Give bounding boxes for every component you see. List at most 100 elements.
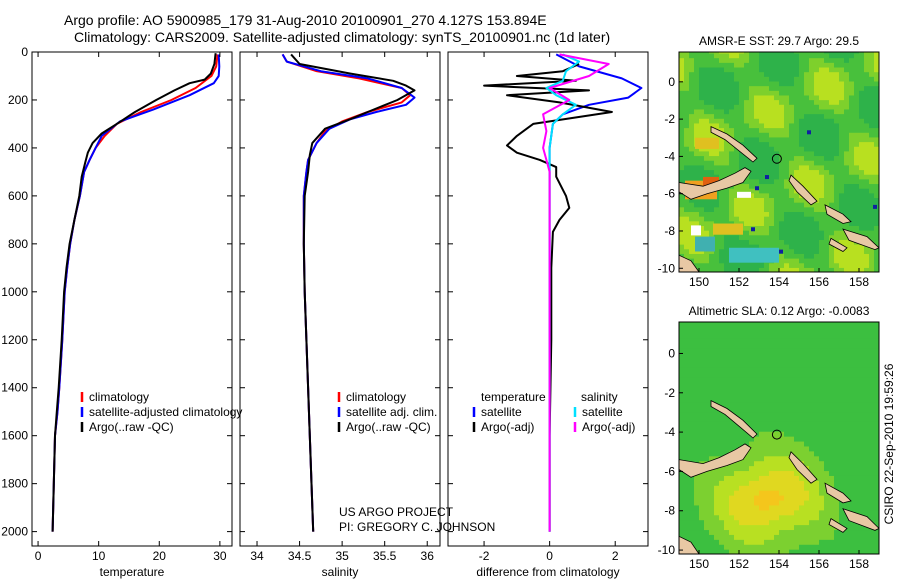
- map-cell: [849, 188, 855, 194]
- map-cell: [864, 169, 870, 175]
- map-cell: [679, 113, 685, 119]
- map-cell: [769, 445, 775, 452]
- map-cell: [739, 76, 745, 82]
- map-cell: [844, 440, 850, 447]
- map-cell: [744, 216, 750, 222]
- map-cell: [779, 192, 785, 199]
- map-cell: [819, 367, 825, 373]
- map-cell: [829, 150, 835, 157]
- map-cell: [874, 94, 879, 101]
- map-cell: [784, 220, 790, 226]
- map-cell: [684, 160, 690, 166]
- map-cell: [754, 94, 760, 101]
- map-cell: [799, 401, 805, 408]
- map-cell: [679, 411, 685, 417]
- map-cell: [679, 141, 685, 147]
- map-cell: [814, 357, 820, 363]
- map-cell: [859, 499, 865, 506]
- map-cell: [819, 192, 825, 199]
- map-cell: [699, 411, 705, 417]
- map-cell: [769, 431, 775, 437]
- map-cell: [759, 327, 765, 334]
- map-cell: [869, 436, 875, 442]
- map-cell: [739, 411, 745, 417]
- map-cell: [719, 499, 725, 506]
- map-cell: [689, 132, 695, 138]
- map-cell: [819, 377, 825, 383]
- map-cell: [844, 118, 850, 124]
- map-cell: [714, 352, 720, 358]
- map-cell: [724, 155, 730, 161]
- map-cell: [869, 401, 875, 408]
- map-cell: [859, 174, 865, 180]
- map-cell: [874, 230, 879, 236]
- map-cell: [844, 455, 850, 462]
- legend-entry: Argo(-adj): [582, 420, 635, 434]
- map-cell: [694, 544, 700, 550]
- map-cell: [729, 66, 735, 73]
- map-cell: [694, 372, 700, 378]
- map-cell: [704, 485, 710, 491]
- map-cell: [769, 225, 775, 231]
- map-cell: [794, 480, 800, 486]
- map-cell: [689, 239, 695, 245]
- map-cell: [834, 367, 840, 373]
- map-cell: [844, 99, 850, 105]
- map-cell: [699, 445, 705, 452]
- map-cell: [774, 71, 780, 77]
- map-cell: [734, 239, 740, 245]
- map-cell: [699, 76, 705, 82]
- map-cell: [764, 141, 770, 147]
- map-cell: [809, 455, 815, 462]
- map-cell: [859, 52, 865, 59]
- map-cell: [704, 57, 710, 63]
- map-cell: [834, 220, 840, 226]
- map-cell: [824, 230, 830, 236]
- map-cell: [859, 544, 865, 550]
- map-cell: [739, 262, 745, 268]
- map-cell: [744, 514, 750, 521]
- map-cell: [749, 206, 755, 213]
- map-cell: [814, 450, 820, 457]
- map-cell: [839, 127, 845, 133]
- map-cell: [829, 71, 835, 77]
- map-cell: [684, 230, 690, 236]
- map-cell: [844, 160, 850, 166]
- map-cell: [734, 495, 740, 501]
- map-cell: [794, 357, 800, 363]
- map-cell: [779, 220, 785, 226]
- map-cell: [729, 445, 735, 452]
- map-cell: [824, 141, 830, 147]
- map-cell: [769, 367, 775, 373]
- y-tick-label: 1000: [1, 285, 28, 299]
- map-cell: [764, 327, 770, 334]
- map-cell: [689, 509, 695, 516]
- map-cell: [679, 108, 685, 115]
- map-cell: [739, 136, 745, 143]
- map-cell: [869, 71, 875, 77]
- map-cell: [684, 104, 690, 110]
- map-cell: [844, 352, 850, 358]
- map-cell: [864, 99, 870, 105]
- map-cell: [704, 431, 710, 437]
- map-cell: [779, 90, 785, 96]
- map-cell: [869, 445, 875, 452]
- map-cell: [679, 431, 685, 437]
- map-cell: [809, 337, 815, 344]
- map-cell: [864, 104, 870, 110]
- map-cell: [834, 202, 840, 208]
- map-cell: [759, 85, 765, 91]
- map-cell: [749, 352, 755, 358]
- map-cell: [724, 118, 730, 124]
- argo-location-marker: [771, 153, 782, 164]
- map-cell: [694, 450, 700, 457]
- map-cell: [829, 460, 835, 467]
- map-cell: [709, 514, 715, 521]
- legend-header: temperature: [481, 390, 546, 404]
- map-cell: [849, 220, 855, 226]
- map-cell: [864, 155, 870, 161]
- map-cell: [804, 386, 810, 393]
- map-cell: [829, 332, 835, 339]
- map-cell: [824, 509, 830, 516]
- map-cell: [754, 460, 760, 467]
